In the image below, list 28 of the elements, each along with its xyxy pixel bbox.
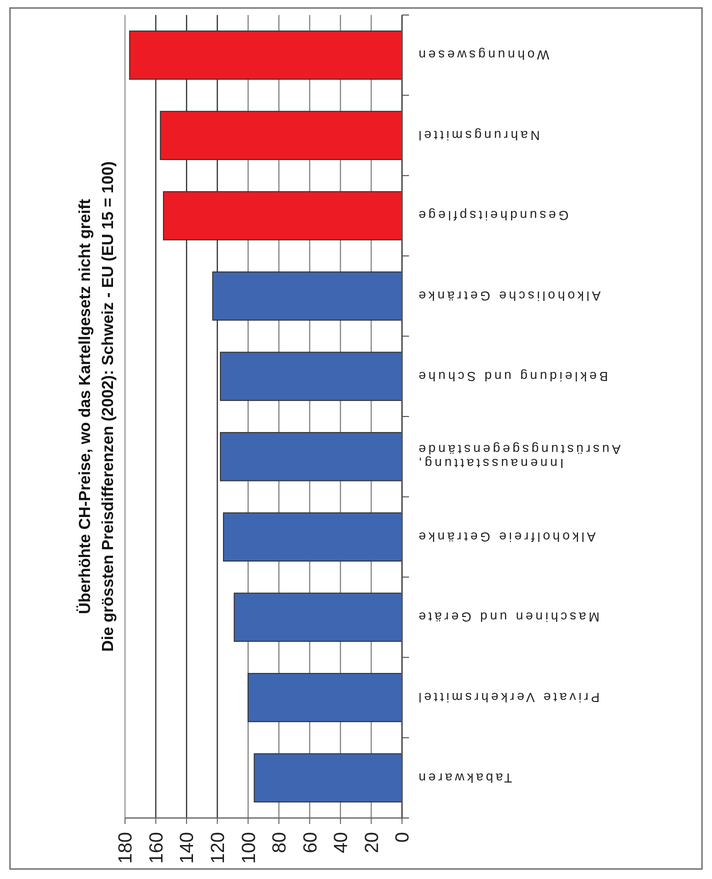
y-tick-label: Tabakwaren [416, 770, 512, 786]
y-tick-label: Innenausstattung, Ausrüstungsgegenstände [416, 442, 621, 472]
text: Die grössten Preisdifferenzen (2002): Schweiz - EU (EU 15 = 100) [100, 161, 117, 652]
bar [222, 512, 402, 562]
x-tick-label: 120 [208, 832, 229, 864]
y-tick-label: Private Verkehrsmittel [416, 690, 600, 705]
x-tick-label: 0 [392, 832, 414, 843]
x-tick-label: 80 [270, 832, 291, 854]
y-tick-label: Bekleidung und Schuhe [416, 368, 608, 384]
bar [254, 753, 402, 802]
x-tick-label: 20 [362, 832, 383, 854]
y-tick-label: Maschinen und Geräte [416, 610, 600, 625]
x-tick-label: 180 [116, 832, 137, 864]
x-tick-label: 60 [300, 832, 322, 854]
text: Überhöhte CH-Preise, wo das Kartellgesetz nicht greift [76, 198, 94, 614]
y-tick-label: Wohnungswesen [416, 48, 550, 63]
bar [248, 672, 402, 722]
x-tick-label: 160 [146, 832, 168, 864]
y-tick-label: Alkoholische Getränke [416, 288, 601, 304]
y-tick-label: Alkoholfreie Getränke [416, 529, 596, 544]
bar [234, 592, 402, 642]
x-tick-label: 40 [331, 832, 352, 854]
x-tick-label: 140 [177, 832, 198, 864]
y-tick-label: Nahrungsmittel [416, 128, 540, 143]
bar [220, 352, 402, 401]
bar [220, 432, 402, 482]
x-tick-label: 100 [238, 832, 260, 864]
y-tick-label: Gesundheitspflege [416, 208, 569, 224]
